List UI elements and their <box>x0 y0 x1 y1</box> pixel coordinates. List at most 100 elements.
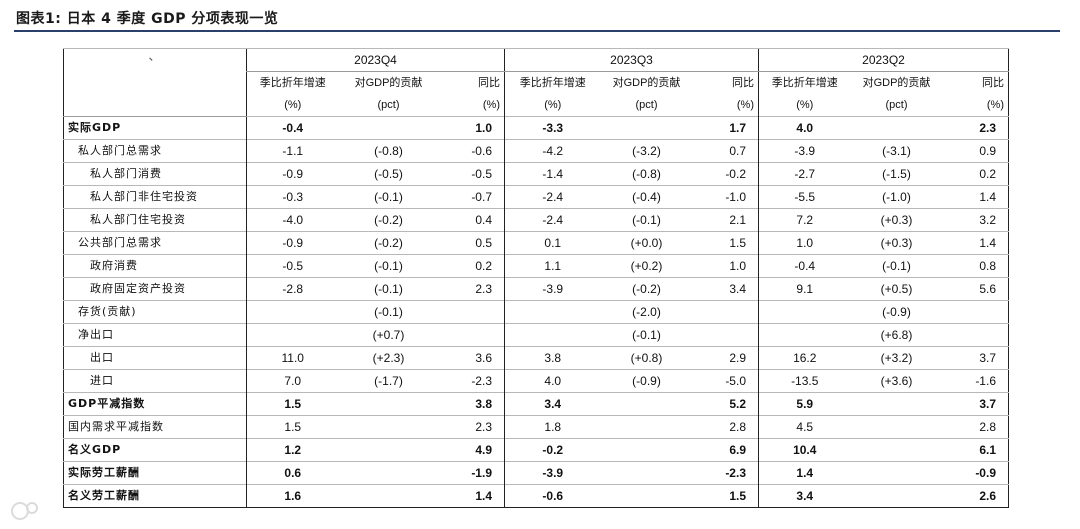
growth-cell: -5.5 <box>758 185 851 209</box>
contribution-cell <box>850 484 943 508</box>
yoy-cell: 3.7 <box>942 346 1009 370</box>
growth-cell: -4.0 <box>246 208 339 232</box>
col-header-contribution: 对GDP的贡献 (pct) <box>850 71 943 117</box>
growth-cell: 1.0 <box>758 231 851 255</box>
row-label: 私人部门总需求 <box>63 139 247 163</box>
yoy-cell: 2.8 <box>692 415 759 439</box>
contribution-cell <box>850 392 943 416</box>
growth-cell: -1.1 <box>246 139 339 163</box>
growth-cell: -3.9 <box>504 461 601 485</box>
contribution-cell: (-0.2) <box>338 208 439 232</box>
yoy-cell: 1.7 <box>692 116 759 140</box>
growth-cell: 1.6 <box>246 484 339 508</box>
yoy-cell: 0.2 <box>942 162 1009 186</box>
contribution-cell: (-0.4) <box>600 185 693 209</box>
contribution-cell <box>338 392 439 416</box>
yoy-cell: 0.2 <box>438 254 505 278</box>
table-body: 实际GDP -0.4 1.0 -3.3 1.7 4.0 2.3 私人部门总需求 -1.1 (-0.… <box>63 116 1009 508</box>
figure-title: 图表1: 日本 4 季度 GDP 分项表现一览 <box>16 11 279 27</box>
col-header-contribution: 对GDP的贡献 (pct) <box>600 71 693 117</box>
growth-cell: -3.9 <box>758 139 851 163</box>
table-row: 存货(贡献) (-0.1) (-2.0) (-0.9) <box>63 300 1009 324</box>
growth-cell: 1.2 <box>246 438 339 462</box>
growth-cell <box>246 323 339 347</box>
row-label: 名义GDP <box>63 438 247 462</box>
table-row: 名义劳工薪酬 1.6 1.4 -0.6 1.5 3.4 2.6 <box>63 484 1009 508</box>
yoy-cell <box>438 323 505 347</box>
table-row: 实际劳工薪酬 0.6 -1.9 -3.9 -2.3 1.4 -0.9 <box>63 461 1009 485</box>
yoy-cell: 5.2 <box>692 392 759 416</box>
growth-cell: 1.8 <box>504 415 601 439</box>
period-header: 2023Q3 <box>504 48 759 72</box>
contribution-cell: (+0.3) <box>850 231 943 255</box>
contribution-cell: (-0.9) <box>600 369 693 393</box>
yoy-cell <box>438 300 505 324</box>
contribution-cell: (-0.1) <box>338 185 439 209</box>
yoy-cell: -0.7 <box>438 185 505 209</box>
growth-cell: 7.2 <box>758 208 851 232</box>
contribution-cell <box>600 116 693 140</box>
yoy-cell: 2.1 <box>692 208 759 232</box>
yoy-cell: 2.6 <box>942 484 1009 508</box>
row-label: 净出口 <box>63 323 247 347</box>
growth-cell: -4.2 <box>504 139 601 163</box>
row-label: 实际劳工薪酬 <box>63 461 247 485</box>
contribution-cell <box>600 484 693 508</box>
contribution-cell: (-0.1) <box>338 277 439 301</box>
table-row: 出口 11.0 (+2.3) 3.6 3.8 (+0.8) 2.9 16.2 (+3.2) 3.7 <box>63 346 1009 370</box>
yoy-cell: 0.5 <box>438 231 505 255</box>
growth-cell: 10.4 <box>758 438 851 462</box>
row-label: GDP平减指数 <box>63 392 247 416</box>
contribution-cell <box>338 461 439 485</box>
row-label: 私人部门非住宅投资 <box>63 185 247 209</box>
contribution-cell <box>600 392 693 416</box>
growth-cell: 1.1 <box>504 254 601 278</box>
yoy-cell: -1.6 <box>942 369 1009 393</box>
contribution-cell: (+3.6) <box>850 369 943 393</box>
growth-cell: 0.1 <box>504 231 601 255</box>
yoy-cell: 3.4 <box>692 277 759 301</box>
table-row: 私人部门消费 -0.9 (-0.5) -0.5 -1.4 (-0.8) -0.2 -2.7 (-… <box>63 162 1009 186</box>
growth-cell: -0.4 <box>758 254 851 278</box>
col-header-growth: 季比折年增速 (%) <box>758 71 851 117</box>
growth-cell: 3.4 <box>758 484 851 508</box>
contribution-cell: (+0.0) <box>600 231 693 255</box>
growth-cell <box>758 323 851 347</box>
contribution-cell: (-0.8) <box>600 162 693 186</box>
contribution-cell: (-0.2) <box>338 231 439 255</box>
yoy-cell: 1.4 <box>942 185 1009 209</box>
table-row: 私人部门总需求 -1.1 (-0.8) -0.6 -4.2 (-3.2) 0.7 -3.9 (-… <box>63 139 1009 163</box>
row-label: 私人部门住宅投资 <box>63 208 247 232</box>
col-header-growth: 季比折年增速 (%) <box>246 71 339 117</box>
contribution-cell: (-0.5) <box>338 162 439 186</box>
yoy-cell: 2.3 <box>438 415 505 439</box>
yoy-cell: 3.7 <box>942 392 1009 416</box>
growth-cell: 16.2 <box>758 346 851 370</box>
period-header: 2023Q2 <box>758 48 1009 72</box>
yoy-cell: -5.0 <box>692 369 759 393</box>
yoy-cell: 0.7 <box>692 139 759 163</box>
growth-cell: -0.3 <box>246 185 339 209</box>
contribution-cell: (-2.0) <box>600 300 693 324</box>
yoy-cell: 5.6 <box>942 277 1009 301</box>
col-header-contribution: 对GDP的贡献 (pct) <box>338 71 439 117</box>
yoy-cell: 0.9 <box>942 139 1009 163</box>
growth-cell: 11.0 <box>246 346 339 370</box>
yoy-cell <box>692 300 759 324</box>
col-header-yoy: 同比 (%) <box>438 71 505 117</box>
growth-cell: -2.8 <box>246 277 339 301</box>
yoy-cell: -1.9 <box>438 461 505 485</box>
contribution-cell: (-0.1) <box>338 254 439 278</box>
row-label: 实际GDP <box>63 116 247 140</box>
period-header: 2023Q4 <box>246 48 505 72</box>
yoy-cell: 3.6 <box>438 346 505 370</box>
growth-cell: -0.2 <box>504 438 601 462</box>
growth-cell: -13.5 <box>758 369 851 393</box>
growth-cell: 4.5 <box>758 415 851 439</box>
contribution-cell: (+6.8) <box>850 323 943 347</box>
contribution-cell <box>338 116 439 140</box>
growth-cell: 5.9 <box>758 392 851 416</box>
row-label: 国内需求平减指数 <box>63 415 247 439</box>
contribution-cell: (-0.1) <box>850 254 943 278</box>
row-label: 存货(贡献) <box>63 300 247 324</box>
